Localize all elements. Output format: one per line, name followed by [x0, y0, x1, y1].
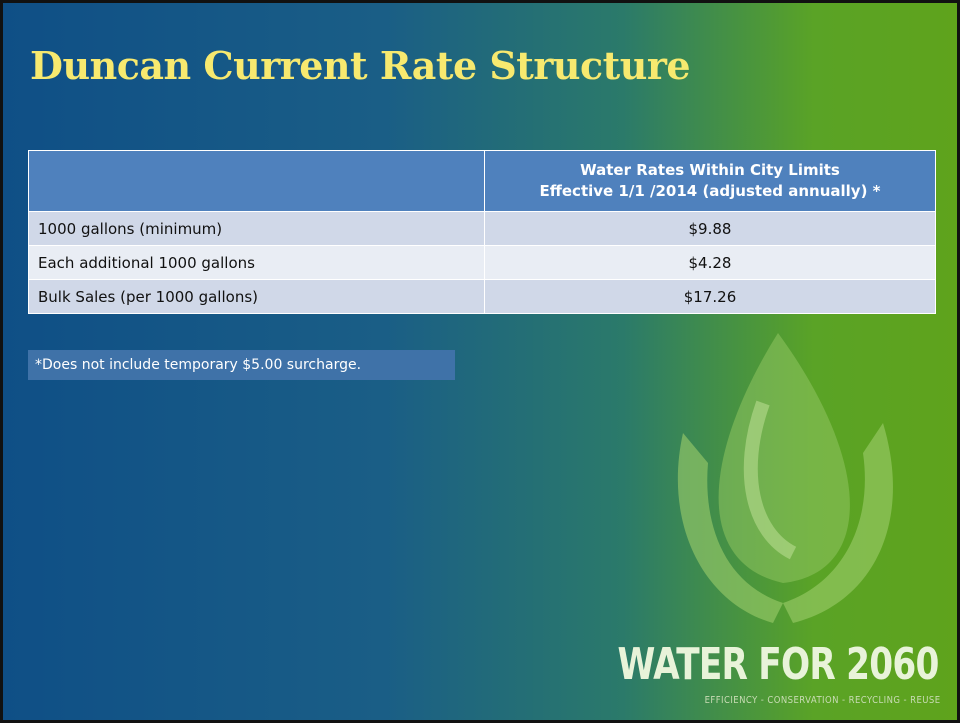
logo-tagline: EFFICIENCY - CONSERVATION - RECYCLING - … [705, 695, 941, 706]
row-label: Bulk Sales (per 1000 gallons) [29, 280, 485, 314]
rate-table: Water Rates Within City Limits Effective… [28, 150, 936, 314]
slide-title: Duncan Current Rate Structure [30, 43, 690, 88]
row-label: Each additional 1000 gallons [29, 246, 485, 280]
row-value: $17.26 [485, 280, 936, 314]
row-value: $4.28 [485, 246, 936, 280]
row-label: 1000 gallons (minimum) [29, 212, 485, 246]
header-cell: Water Rates Within City Limits Effective… [485, 151, 936, 212]
logo-title: WATER FOR 2060 [618, 639, 939, 690]
header-line: Effective 1/1 /2014 (adjusted annually) … [494, 181, 926, 202]
table-row: Each additional 1000 gallons $4.28 [29, 246, 936, 280]
row-value: $9.88 [485, 212, 936, 246]
header-line: Water Rates Within City Limits [494, 160, 926, 181]
header-row: Water Rates Within City Limits Effective… [29, 151, 936, 212]
table-row: 1000 gallons (minimum) $9.88 [29, 212, 936, 246]
header-cell [29, 151, 485, 212]
table-row: Bulk Sales (per 1000 gallons) $17.26 [29, 280, 936, 314]
footnote: *Does not include temporary $5.00 surcha… [28, 350, 455, 380]
slide: Duncan Current Rate Structure Water Rate… [0, 0, 960, 723]
